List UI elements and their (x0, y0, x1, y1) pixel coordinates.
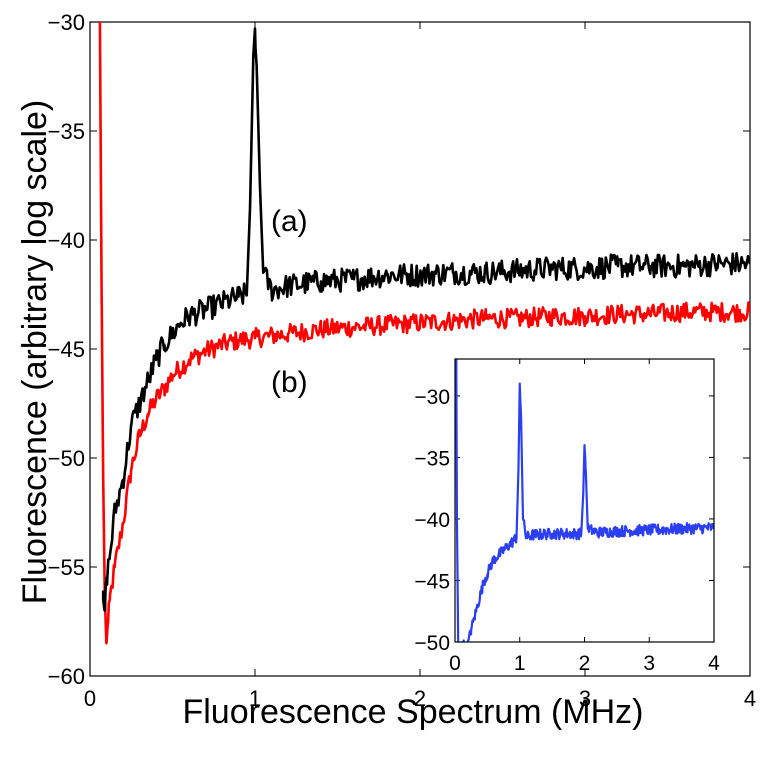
main-x-tick-label: 2 (414, 686, 426, 711)
main-y-tick-label: −30 (48, 10, 85, 35)
inset-x-tick-label: 0 (449, 652, 461, 675)
main-y-tick-label: −55 (48, 555, 85, 580)
main-x-tick-label: 3 (579, 686, 591, 711)
inset-series (455, 359, 714, 642)
inset-x-tick-label: 4 (708, 652, 720, 675)
x-axis-title: Fluorescence Spectrum (MHz) (182, 693, 643, 731)
inset-ticks: 0 1 2 3 4 −30 −35 −40 −45 −50 (414, 359, 720, 675)
inset-background (455, 359, 714, 642)
annotation-b: (b) (271, 366, 308, 399)
inset-x-tick-label: 3 (643, 652, 655, 675)
inset-y-tick-label: −35 (414, 447, 450, 470)
main-y-tick-label: −40 (48, 228, 85, 253)
inset-plot: 0 1 2 3 4 −30 −35 −40 −45 −50 (414, 358, 720, 675)
main-y-tick-label: −60 (48, 664, 85, 689)
inset-y-tick-label: −40 (414, 509, 450, 532)
inset-series-line-0 (455, 359, 714, 642)
inset-y-tick-label: −30 (414, 386, 450, 409)
annotation-a: (a) (271, 205, 308, 238)
inset-y-tick-label: −45 (414, 570, 450, 593)
main-series-line-0 (98, 22, 750, 645)
main-ticks: 0 1 2 3 4 −30 −35 −40 −45 −50 −55 −60 (48, 10, 756, 711)
main-x-tick-label: 1 (249, 686, 261, 711)
y-axis-title: Fluorescence (arbitrary log scale) (16, 100, 54, 605)
main-plot: 0 1 2 3 4 −30 −35 −40 −45 −50 −55 −60 (a) (b) Fluor… (16, 10, 756, 731)
main-y-tick-label: −35 (48, 119, 85, 144)
main-series (98, 22, 750, 645)
inset-x-tick-label: 2 (579, 652, 591, 675)
main-y-tick-label: −50 (48, 446, 85, 471)
inset-y-tick-label: −50 (414, 632, 450, 655)
inset-x-tick-label: 1 (514, 652, 526, 675)
inset-plot-frame (454, 358, 715, 643)
main-x-tick-label: 0 (84, 686, 96, 711)
main-x-tick-label: 4 (744, 686, 756, 711)
main-y-tick-label: −45 (48, 337, 85, 362)
main-series-line-1 (101, 27, 750, 612)
